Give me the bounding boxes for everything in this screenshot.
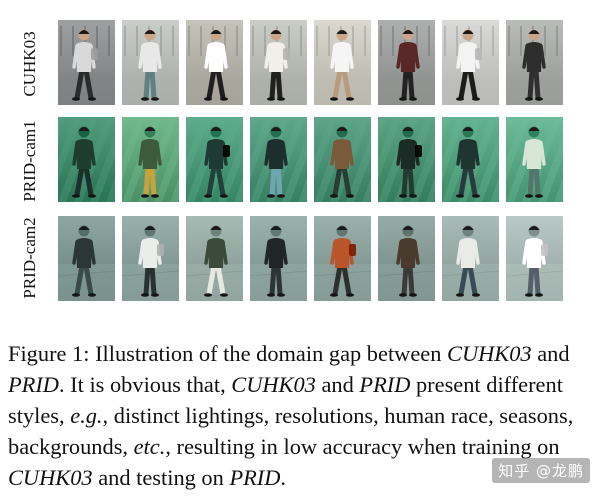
- row-label-cuhk03: CUHK03: [20, 31, 39, 97]
- caption-text: and testing on: [92, 465, 230, 490]
- pedestrian-image: [186, 216, 243, 301]
- pedestrian-image: [442, 20, 499, 105]
- pedestrian-image: [378, 20, 435, 105]
- caption-abbreviation: e.g.: [70, 403, 103, 428]
- pedestrian-image: [250, 20, 307, 105]
- caption-abbreviation: etc.: [133, 434, 166, 459]
- caption-dataset-name: PRID: [229, 465, 281, 490]
- caption-text: , resulting in low accuracy when trainin…: [165, 434, 560, 459]
- pedestrian-image: [122, 216, 179, 301]
- pedestrian-image: [506, 20, 563, 105]
- caption-dataset-name: PRID: [359, 372, 411, 397]
- caption-text: and: [315, 372, 360, 397]
- pedestrian-image: [442, 216, 499, 301]
- caption-text: and: [531, 341, 570, 366]
- pedestrian-image: [250, 216, 307, 301]
- caption-text: , distinct lightings, resolutions, human…: [8, 403, 574, 459]
- caption-text: .: [280, 465, 287, 490]
- pedestrian-image: [314, 117, 371, 202]
- pedestrian-image: [442, 117, 499, 202]
- caption-dataset-name: CUHK03: [8, 465, 93, 490]
- pedestrian-image: [122, 20, 179, 105]
- pedestrian-image: [58, 117, 115, 202]
- caption-text: . It is obvious that,: [58, 372, 232, 397]
- row-label-prid-cam1: PRID-cam1: [20, 120, 39, 202]
- pedestrian-image: [506, 117, 563, 202]
- caption-dataset-name: PRID: [8, 372, 59, 397]
- figure-image-grid: CUHK03 PRID-cam1 PRID-cam2: [20, 20, 563, 301]
- pedestrian-image: [378, 117, 435, 202]
- caption-text: Figure 1: Illustration of the domain gap…: [8, 341, 448, 366]
- row-label-prid-cam2: PRID-cam2: [20, 217, 39, 299]
- figure-caption: Figure 1: Illustration of the domain gap…: [8, 338, 600, 493]
- pedestrian-image: [122, 117, 179, 202]
- pedestrian-image: [314, 20, 371, 105]
- pedestrian-image: [58, 20, 115, 105]
- pedestrian-image: [58, 216, 115, 301]
- pedestrian-image: [378, 216, 435, 301]
- caption-dataset-name: CUHK03: [231, 372, 316, 397]
- caption-dataset-name: CUHK03: [447, 341, 532, 366]
- pedestrian-image: [186, 117, 243, 202]
- pedestrian-image: [186, 20, 243, 105]
- pedestrian-image: [314, 216, 371, 301]
- pedestrian-image: [250, 117, 307, 202]
- watermark-label: 知乎 @龙鹏: [492, 458, 590, 483]
- caption-text: present different styles,: [8, 372, 563, 428]
- pedestrian-image: [506, 216, 563, 301]
